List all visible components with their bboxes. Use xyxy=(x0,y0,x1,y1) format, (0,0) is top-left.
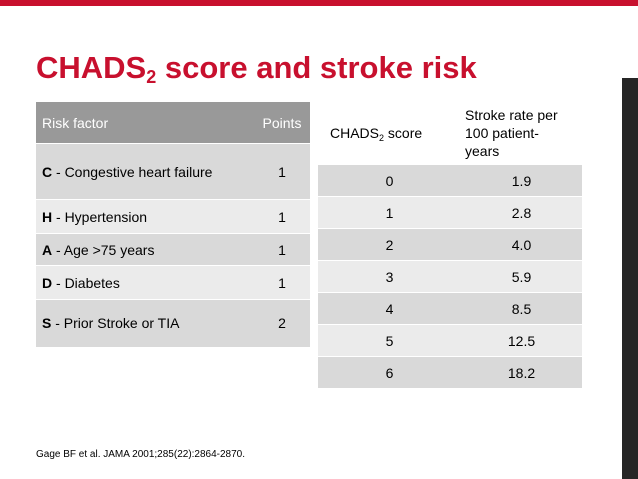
citation: Gage BF et al. JAMA 2001;285(22):2864-28… xyxy=(36,449,246,460)
risk-factor-cell: A - Age >75 years xyxy=(36,233,254,266)
risk-letter: D xyxy=(42,274,53,291)
points-header: Points xyxy=(254,102,310,144)
stroke-row: 3 5.9 xyxy=(318,260,582,293)
stroke-row: 2 4.0 xyxy=(318,228,582,261)
stroke-row: 1 2.8 xyxy=(318,196,582,229)
score-cell: 6 xyxy=(318,356,461,388)
risk-factor-cell: C - Congestive heart failure xyxy=(36,143,254,200)
risk-table-header: Risk factor Points xyxy=(36,102,310,144)
rate-header-line2: 100 patient- xyxy=(465,125,539,141)
rate-cell: 5.9 xyxy=(461,260,582,293)
rate-header-line1: Stroke rate per xyxy=(465,107,558,123)
risk-desc: - Age >75 years xyxy=(52,241,155,258)
stroke-row: 0 1.9 xyxy=(318,164,582,197)
risk-row-a: A - Age >75 years 1 xyxy=(36,233,310,266)
points-cell: 1 xyxy=(254,265,310,300)
stroke-rate-table: CHADS2 score Stroke rate per 100 patient-… xyxy=(318,102,582,388)
rate-cell: 8.5 xyxy=(461,292,582,325)
score-cell: 4 xyxy=(318,292,461,325)
stroke-row: 6 18.2 xyxy=(318,356,582,388)
score-header-rest: score xyxy=(384,125,423,141)
risk-factor-cell: S - Prior Stroke or TIA xyxy=(36,299,254,347)
score-cell: 0 xyxy=(318,164,461,197)
rate-cell: 4.0 xyxy=(461,228,582,261)
stroke-row: 5 12.5 xyxy=(318,324,582,357)
risk-letter: H xyxy=(42,208,53,225)
top-accent-bar xyxy=(0,0,638,6)
rate-header-line3: years xyxy=(465,143,500,159)
risk-letter: S xyxy=(42,315,52,332)
risk-factor-table: Risk factor Points C - Congestive heart … xyxy=(36,102,310,347)
score-header-main: CHADS xyxy=(330,125,380,141)
risk-desc: - Congestive heart failure xyxy=(52,163,213,180)
risk-factor-header: Risk factor xyxy=(36,102,254,144)
risk-desc: - Hypertension xyxy=(52,208,148,225)
risk-row-h: H - Hypertension 1 xyxy=(36,199,310,234)
risk-row-s: S - Prior Stroke or TIA 2 xyxy=(36,299,310,347)
risk-letter: A xyxy=(42,241,53,258)
score-cell: 2 xyxy=(318,228,461,261)
stroke-rate-header: Stroke rate per 100 patient-years xyxy=(461,102,582,165)
title-rest: score and stroke risk xyxy=(156,50,477,85)
risk-factor-cell: H - Hypertension xyxy=(36,199,254,234)
points-cell: 1 xyxy=(254,143,310,200)
rate-cell: 12.5 xyxy=(461,324,582,357)
title-main: CHADS xyxy=(36,50,147,85)
score-cell: 1 xyxy=(318,196,461,229)
score-cell: 3 xyxy=(318,260,461,293)
right-side-bar xyxy=(622,78,638,479)
risk-letter: C xyxy=(42,163,53,180)
stroke-table-header: CHADS2 score Stroke rate per 100 patient-… xyxy=(318,102,582,165)
title-subscript: 2 xyxy=(146,67,157,87)
risk-desc: - Diabetes xyxy=(52,274,120,291)
slide-title: CHADS2 score and stroke risk xyxy=(36,50,477,86)
points-cell: 1 xyxy=(254,199,310,234)
rate-cell: 1.9 xyxy=(461,164,582,197)
risk-desc: - Prior Stroke or TIA xyxy=(51,315,180,332)
stroke-row: 4 8.5 xyxy=(318,292,582,325)
points-cell: 2 xyxy=(254,299,310,347)
risk-factor-cell: D - Diabetes xyxy=(36,265,254,300)
points-cell: 1 xyxy=(254,233,310,266)
score-header-subscript: 2 xyxy=(379,133,385,143)
rate-cell: 2.8 xyxy=(461,196,582,229)
rate-cell: 18.2 xyxy=(461,356,582,388)
risk-row-d: D - Diabetes 1 xyxy=(36,265,310,300)
risk-row-c: C - Congestive heart failure 1 xyxy=(36,143,310,200)
chads2-score-header: CHADS2 score xyxy=(318,102,461,165)
score-cell: 5 xyxy=(318,324,461,357)
